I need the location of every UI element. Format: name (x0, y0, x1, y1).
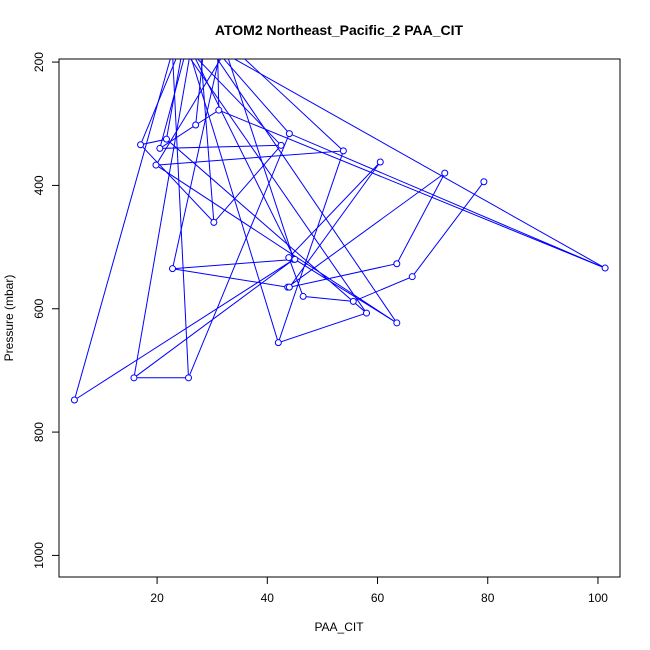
series-line-segment (216, 59, 398, 324)
series-line-segment (223, 59, 290, 134)
y-axis: 200 400 600 800 1000 (32, 52, 60, 569)
series-line-segment (233, 59, 606, 269)
x-tick-label: 80 (481, 591, 495, 605)
x-tick-label: 100 (588, 591, 608, 605)
data-point (156, 144, 164, 152)
data-point (393, 260, 401, 268)
data-point (169, 265, 177, 273)
data-point (339, 147, 347, 155)
data-point (441, 169, 449, 177)
data-point (162, 135, 170, 143)
series-line (74, 109, 606, 401)
data-point (285, 130, 293, 138)
data-point (285, 254, 293, 262)
plot-area (58, 58, 621, 578)
data-point (215, 106, 223, 114)
series-line-segment (244, 59, 344, 152)
x-tick-label: 60 (371, 591, 385, 605)
series-line-segment (165, 59, 182, 140)
data-point (277, 141, 285, 149)
series-line-segment (190, 59, 279, 343)
data-point (393, 319, 401, 327)
series-line-segment (195, 59, 204, 126)
data-point (185, 374, 193, 382)
series-line-segment (217, 59, 220, 111)
data-point (137, 141, 145, 149)
data-point (376, 158, 384, 166)
x-axis: 20 40 60 80 100 (150, 576, 608, 605)
series-line-segment (190, 59, 367, 314)
data-point (285, 283, 293, 291)
data-point (363, 309, 371, 317)
chart-title: ATOM2 Northeast_Pacific_2 PAA_CIT (215, 22, 464, 38)
series-line-segment (140, 59, 177, 145)
series-line-segment (172, 59, 220, 269)
y-tick-label: 1000 (32, 542, 46, 569)
data-point (408, 273, 416, 281)
series-line-segment (133, 59, 190, 378)
series-line-segment (195, 59, 296, 260)
data-point (192, 121, 200, 129)
x-tick-label: 40 (261, 591, 275, 605)
data-point (130, 374, 138, 382)
data-point (480, 178, 488, 186)
y-tick-label: 400 (32, 175, 46, 195)
data-point (210, 218, 218, 226)
series-line-segment (200, 59, 215, 223)
y-tick-label: 200 (32, 52, 46, 72)
series-line-segment (227, 59, 295, 260)
series-line-segment (172, 59, 190, 378)
y-tick-label: 600 (32, 298, 46, 318)
y-axis-label: Pressure (mbar) (2, 275, 16, 362)
series-layer (70, 59, 609, 404)
x-axis-label: PAA_CIT (314, 620, 364, 634)
data-point (299, 292, 307, 300)
data-point (274, 339, 282, 347)
series-line-segment (73, 59, 171, 401)
y-tick-label: 800 (32, 422, 46, 442)
data-point (70, 396, 78, 404)
data-point (601, 264, 609, 272)
series-line-segment (155, 59, 222, 166)
data-point (349, 297, 357, 305)
data-point (291, 255, 299, 263)
data-point (152, 161, 160, 169)
x-tick-label: 20 (150, 591, 164, 605)
